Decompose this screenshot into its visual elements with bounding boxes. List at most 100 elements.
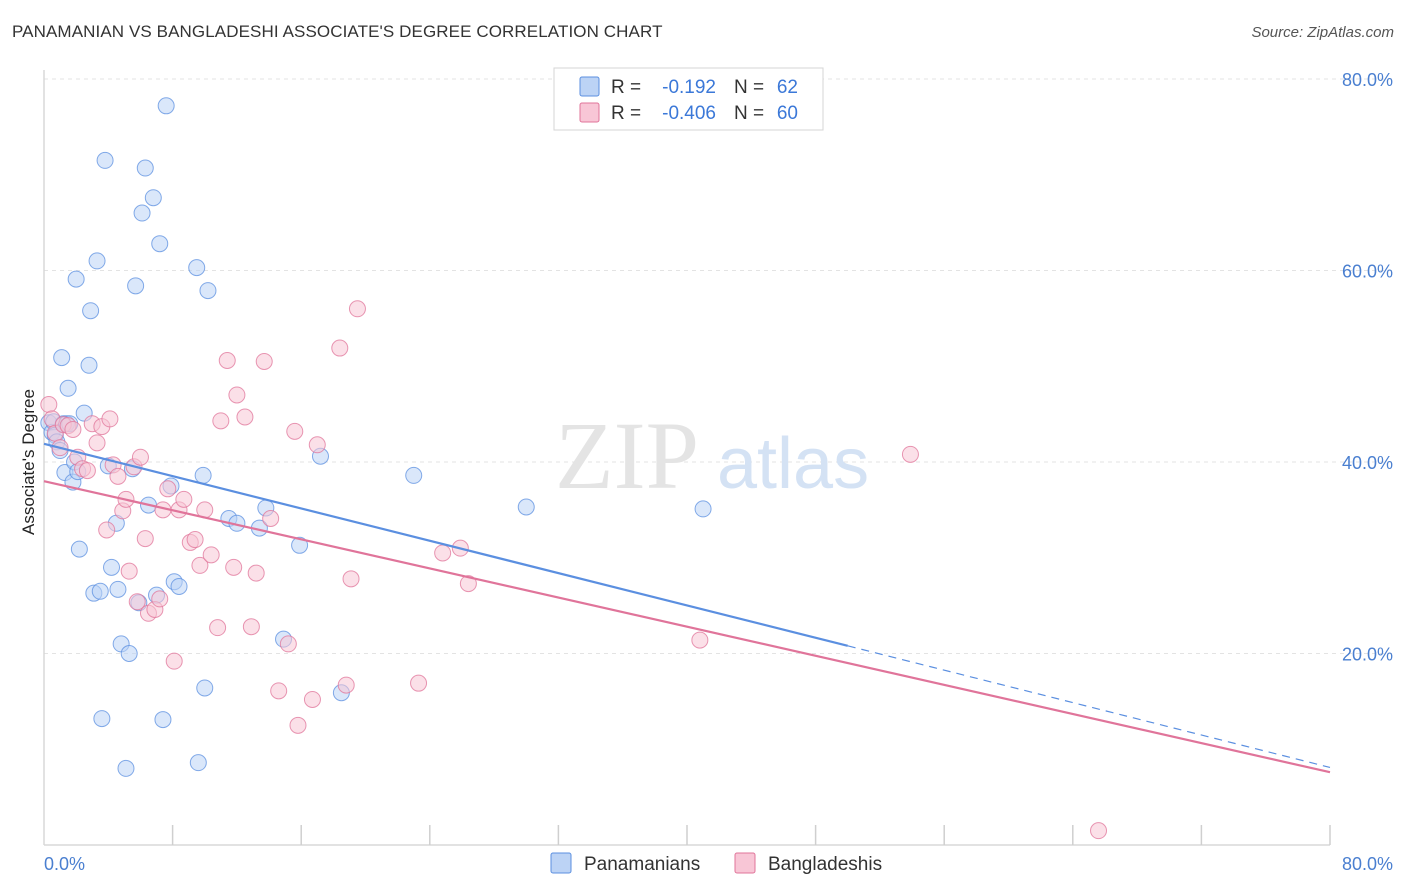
trend-line <box>43 480 1331 774</box>
data-point <box>186 531 204 549</box>
data-point <box>410 674 428 692</box>
data-point <box>308 436 326 454</box>
data-point <box>279 635 297 653</box>
data-point <box>199 282 217 300</box>
data-point <box>120 562 138 580</box>
data-point <box>82 302 100 320</box>
data-point <box>209 619 227 637</box>
data-point <box>53 349 71 367</box>
data-point <box>128 593 146 611</box>
legend-r-label-1: R = <box>611 77 641 98</box>
data-point <box>109 580 127 598</box>
data-point <box>694 500 712 518</box>
x-tick-label-min: 0.0% <box>44 854 85 874</box>
data-point <box>196 679 214 697</box>
data-point <box>96 151 114 169</box>
data-point <box>202 546 220 564</box>
data-point <box>70 540 88 558</box>
data-point <box>165 652 183 670</box>
legend-swatch-bangladeshis <box>579 102 600 123</box>
data-point <box>188 259 206 277</box>
data-point <box>286 422 304 440</box>
data-point <box>247 564 265 582</box>
data-point <box>189 754 207 772</box>
data-point <box>159 480 177 498</box>
data-point <box>88 252 106 270</box>
data-point <box>218 352 236 370</box>
data-point <box>151 590 169 608</box>
data-point <box>67 270 85 288</box>
legend-n-value-2: 60 <box>777 103 798 124</box>
trend-lines <box>43 442 1331 774</box>
data-point <box>136 159 154 177</box>
data-point <box>103 558 121 576</box>
x-ticks <box>171 825 1331 845</box>
legend-r-label-2: R = <box>611 103 641 124</box>
data-point <box>405 466 423 484</box>
data-point <box>170 577 188 595</box>
data-point <box>331 339 349 357</box>
legend-swatch-panamanians <box>579 76 600 97</box>
y-tick-label: 20.0% <box>1342 645 1393 665</box>
data-point <box>225 558 243 576</box>
series-legend-swatch-panamanians <box>550 852 572 874</box>
data-point <box>175 490 193 508</box>
data-point <box>348 300 366 318</box>
legend-n-value-1: 62 <box>777 77 798 98</box>
watermark-zip: ZIP <box>555 402 699 509</box>
data-point <box>194 466 212 484</box>
data-point <box>120 645 138 662</box>
data-point <box>691 631 709 649</box>
y-tick-label: 40.0% <box>1342 453 1393 473</box>
series-bangladeshis-points <box>40 300 1108 840</box>
data-point <box>255 352 273 370</box>
series-legend-label-panamanians: Panamanians <box>584 854 700 875</box>
data-point <box>151 235 169 253</box>
x-tick-label-max: 80.0% <box>1342 854 1393 874</box>
data-point <box>303 690 321 708</box>
data-point <box>291 536 309 554</box>
data-point <box>337 676 355 694</box>
y-tick-labels: 20.0% 40.0% 60.0% 80.0% <box>1342 70 1393 665</box>
trend-line <box>43 442 849 647</box>
data-point <box>1090 822 1108 840</box>
correlation-legend: R = -0.192 N = 62 R = -0.406 N = 60 <box>553 67 824 131</box>
data-point <box>64 420 82 438</box>
data-point <box>157 97 175 115</box>
data-point <box>131 448 149 466</box>
trend-line-extension <box>847 645 1331 769</box>
data-point <box>109 467 127 485</box>
legend-r-value-1: -0.192 <box>662 77 716 98</box>
legend-n-label-1: N = <box>734 77 764 98</box>
y-tick-label: 80.0% <box>1342 70 1393 90</box>
data-point <box>59 379 77 397</box>
data-point <box>98 521 116 539</box>
y-tick-label: 60.0% <box>1342 262 1393 282</box>
data-point <box>78 462 96 480</box>
data-point <box>342 570 360 588</box>
data-point <box>191 556 209 574</box>
data-point <box>136 530 154 548</box>
legend-r-value-2: -0.406 <box>662 103 716 124</box>
y-axis-label: Associate's Degree <box>19 389 38 535</box>
data-point <box>40 396 58 414</box>
data-point <box>144 189 162 207</box>
data-point <box>236 408 254 426</box>
data-point <box>262 509 280 527</box>
data-point <box>901 445 919 463</box>
grid <box>44 78 1393 654</box>
data-point <box>101 410 119 428</box>
series-legend-label-bangladeshis: Bangladeshis <box>768 854 882 875</box>
data-point <box>127 277 145 295</box>
data-point <box>517 498 535 516</box>
chart-source: Source: ZipAtlas.com <box>1251 24 1394 41</box>
series-legend: Panamanians Bangladeshis <box>550 852 882 875</box>
data-point <box>228 386 246 404</box>
legend-n-label-2: N = <box>734 103 764 124</box>
data-point <box>154 711 172 729</box>
watermark-atlas: atlas <box>717 424 869 504</box>
watermark: ZIP atlas <box>555 402 869 509</box>
data-point <box>242 618 260 636</box>
data-point <box>133 204 151 222</box>
